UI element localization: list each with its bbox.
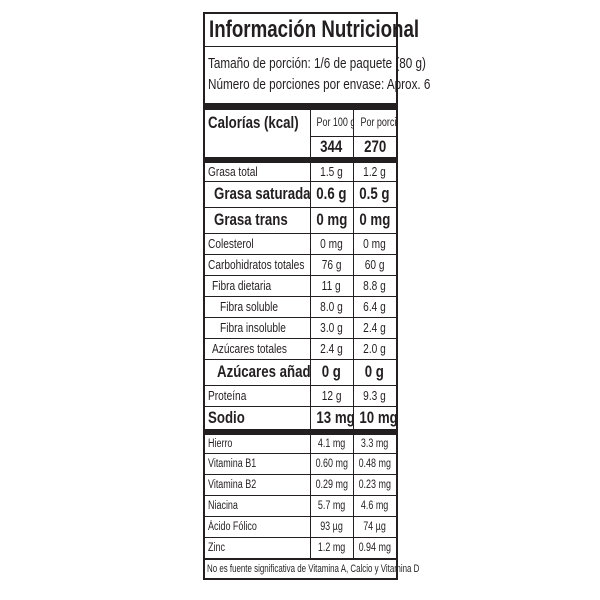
micronutrient-row: Niacina 5.7 mg 4.6 mg — [205, 494, 396, 517]
micronutrient-name: Hierro — [205, 431, 311, 454]
micronutrient-row: Vitamina B2 0.29 mg 0.23 mg — [205, 473, 396, 496]
micronutrient-row: Vitamina B1 0.60 mg 0.48 mg — [205, 452, 396, 475]
value-per-100g: 0 mg — [309, 206, 354, 234]
value-per-100g: 12 g — [309, 384, 354, 407]
nutrient-row: Carbohidratos totales 76 g 60 g — [205, 253, 396, 276]
value-per-100g: 0 mg — [309, 232, 354, 255]
value-per-serving: 10 mg — [352, 405, 396, 435]
micronutrient-name: Zinc — [205, 536, 311, 559]
value-per-serving: 0.23 mg — [352, 473, 396, 496]
micronutrient-row: Hierro 4.1 mg 3.3 mg — [205, 431, 396, 454]
micronutrient-name: Vitamina B2 — [205, 473, 311, 496]
col-header-per-serving: Por porción — [352, 109, 396, 137]
value-per-serving: 9.3 g — [352, 384, 396, 407]
micronutrient-name: Ácido Fólico — [205, 515, 311, 538]
value-per-100g: 76 g — [309, 253, 354, 276]
serving-info: Tamaño de porción: 1/6 de paquete (80 g)… — [205, 47, 430, 109]
footer-note: No es fuente significativa de Vitamina A… — [205, 558, 419, 578]
value-per-serving: 0 mg — [352, 232, 396, 255]
value-per-100g: 4.1 mg — [309, 431, 354, 454]
nutrient-row: Sodio 13 mg 10 mg — [205, 405, 396, 435]
nutrient-name: Grasa total — [205, 159, 311, 182]
micronutrient-row: Zinc 1.2 mg 0.94 mg — [205, 536, 396, 559]
value-per-serving: 4.6 mg — [352, 494, 396, 517]
value-per-100g: 8.0 g — [309, 295, 354, 318]
value-per-100g: 0.60 mg — [309, 452, 354, 475]
value-per-serving: 3.3 mg — [352, 431, 396, 454]
value-per-serving: 2.4 g — [352, 316, 396, 339]
nutrient-row: Grasa total 1.5 g 1.2 g — [205, 159, 396, 182]
col-header-per-100g: Por 100 g — [309, 109, 354, 137]
micronutrient-name: Vitamina B1 — [205, 452, 311, 475]
value-per-100g: 11 g — [309, 274, 354, 297]
nutrient-name: Azúcares totales — [205, 337, 311, 360]
value-per-serving: 74 µg — [352, 515, 396, 538]
value-per-serving: 6.4 g — [352, 295, 396, 318]
nutrient-row: Fibra soluble 8.0 g 6.4 g — [205, 295, 396, 318]
nutrient-name: Fibra dietaria — [205, 274, 311, 297]
nutrient-name: Azúcares añadidos — [205, 358, 311, 386]
value-per-100g: 1.5 g — [309, 159, 354, 182]
value-per-serving: 0.94 mg — [352, 536, 396, 559]
value-per-serving: 8.8 g — [352, 274, 396, 297]
nutrient-row: Grasa trans 0 mg 0 mg — [205, 206, 396, 234]
nutrient-row: Fibra insoluble 3.0 g 2.4 g — [205, 316, 396, 339]
value-per-serving: 60 g — [352, 253, 396, 276]
label-title: Información Nutricional — [205, 14, 419, 47]
servings-per-container: Número de porciones por envase: Aprox. 6 — [208, 76, 431, 93]
nutrient-row: Azúcares añadidos0 g0 g — [205, 358, 396, 386]
value-per-100g: 5.7 mg — [309, 494, 354, 517]
nutrient-row: Proteína 12 g 9.3 g — [205, 384, 396, 407]
calories-per-serving: 270 — [352, 136, 396, 163]
value-per-100g: 0 g — [309, 358, 354, 386]
nutrient-row: Fibra dietaria 11 g 8.8 g — [205, 274, 396, 297]
calories-label: Calorías (kcal) — [205, 109, 311, 163]
nutrient-name: Carbohidratos totales — [205, 253, 311, 276]
nutrient-name: Colesterol — [205, 232, 311, 255]
micronutrient-name: Niacina — [205, 494, 311, 517]
nutrient-table: Calorías (kcal) Por 100 g Por porción 34… — [205, 109, 396, 559]
value-per-serving: 2.0 g — [352, 337, 396, 360]
nutrient-row: Grasa saturada 0.6 g 0.5 g — [205, 180, 396, 208]
value-per-serving: 0.5 g — [352, 180, 396, 208]
serving-size: Tamaño de porción: 1/6 de paquete (80 g) — [208, 55, 426, 72]
calories-value-row: 344 270 — [205, 136, 396, 163]
value-per-100g: 13 mg — [309, 405, 354, 435]
value-per-serving: 0 mg — [352, 206, 396, 234]
value-per-100g: 2.4 g — [309, 337, 354, 360]
value-per-100g: 0.6 g — [309, 180, 354, 208]
micronutrient-row: Ácido Fólico 93 µg 74 µg — [205, 515, 396, 538]
value-per-100g: 1.2 mg — [309, 536, 354, 559]
value-per-100g: 93 µg — [309, 515, 354, 538]
nutrient-name: Grasa trans — [205, 206, 311, 234]
value-per-100g: 3.0 g — [309, 316, 354, 339]
value-per-serving: 0.48 mg — [352, 452, 396, 475]
value-per-100g: 0.29 mg — [309, 473, 354, 496]
nutrient-name: Proteína — [205, 384, 311, 407]
calories-header-row: Calorías (kcal) Por 100 g Por porción — [205, 109, 396, 163]
nutrient-name: Fibra insoluble — [205, 316, 311, 339]
nutrient-row: Colesterol 0 mg 0 mg — [205, 232, 396, 255]
nutrition-facts-label: Información Nutricional Tamaño de porció… — [203, 12, 430, 580]
value-per-serving: 1.2 g — [352, 159, 396, 182]
nutrient-name: Grasa saturada — [205, 180, 311, 208]
calories-per-100g: 344 — [310, 136, 354, 163]
nutrient-row: Azúcares totales 2.4 g 2.0 g — [205, 337, 396, 360]
value-per-serving: 0 g — [352, 358, 396, 386]
nutrient-name: Fibra soluble — [205, 295, 311, 318]
nutrient-name: Sodio — [205, 405, 311, 435]
